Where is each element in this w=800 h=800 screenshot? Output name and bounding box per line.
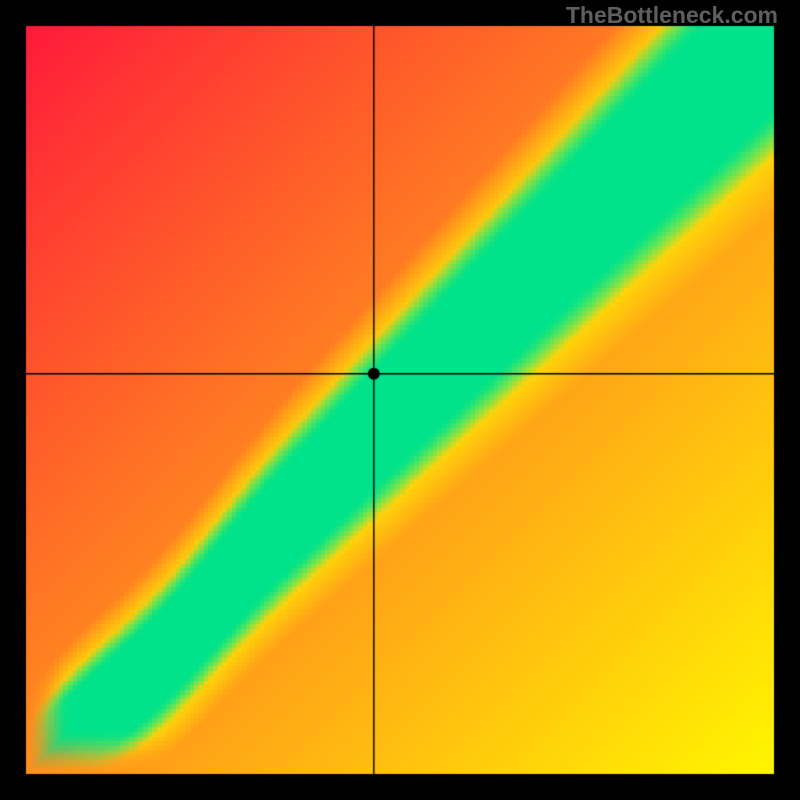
chart-container: { "chart": { "type": "heatmap", "outer_w… (0, 0, 800, 800)
watermark-text: TheBottleneck.com (566, 2, 778, 29)
bottleneck-heatmap (0, 0, 800, 800)
